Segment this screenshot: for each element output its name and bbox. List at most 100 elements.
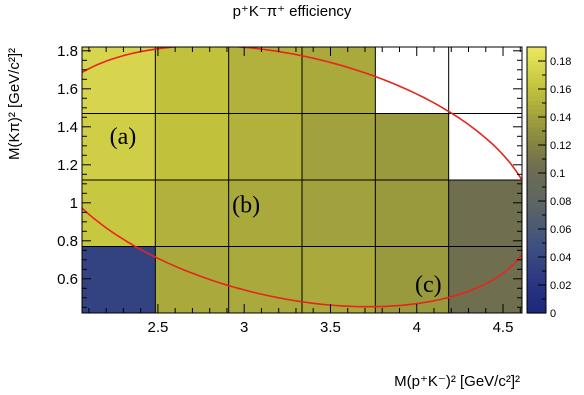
y-tick-label: 0.8 — [57, 233, 78, 250]
heatmap-cell — [155, 246, 229, 313]
heatmap-cell — [448, 180, 522, 247]
heatmap-cell — [155, 113, 229, 180]
colorbar-segment — [527, 122, 546, 128]
colorbar-segment — [527, 104, 546, 110]
colorbar-segment — [527, 51, 546, 57]
colorbar-segment — [527, 69, 546, 75]
heatmap-cell — [82, 246, 156, 313]
colorbar-segment — [527, 233, 546, 239]
colorbar-segment — [527, 308, 546, 314]
heatmap-cell — [82, 113, 156, 180]
y-tick-label: 0.6 — [57, 271, 78, 288]
heatmap-cell — [228, 113, 302, 180]
colorbar-segment — [527, 264, 546, 270]
colorbar-segment — [527, 95, 546, 101]
colorbar-segment — [527, 219, 546, 225]
colorbar-segment — [527, 109, 546, 115]
colorbar-segment — [527, 193, 546, 199]
colorbar-tick-label: 0.08 — [550, 196, 571, 208]
colorbar-segment — [527, 64, 546, 70]
y-tick-label: 1.4 — [57, 119, 78, 136]
colorbar-segment — [527, 202, 546, 208]
colorbar-segment — [527, 144, 546, 150]
colorbar-segment — [527, 268, 546, 274]
colorbar-segment — [527, 273, 546, 279]
colorbar-segment — [527, 237, 546, 243]
heatmap-cell — [155, 47, 229, 114]
chart-title: p⁺K⁻π⁺ efficiency — [233, 3, 352, 20]
boundary-curve — [82, 47, 522, 308]
colorbar-tick-label: 0.02 — [550, 280, 571, 292]
colorbar-segment — [527, 184, 546, 190]
heatmap-cell — [448, 246, 522, 313]
colorbar-segment — [527, 246, 546, 252]
heatmap-cell — [375, 113, 449, 180]
colorbar-tick-label: 0.16 — [550, 84, 571, 96]
colorbar-segment — [527, 60, 546, 66]
heatmap-cell — [302, 113, 376, 180]
colorbar-segment — [527, 171, 546, 177]
colorbar-segment — [527, 153, 546, 159]
heatmap-cell — [228, 47, 302, 114]
colorbar-tick-label: 0.1 — [550, 168, 565, 180]
colorbar-tick-label: 0 — [550, 308, 556, 320]
y-tick-label: 1.6 — [57, 81, 78, 98]
heatmap-cell — [155, 180, 229, 247]
colorbar-segment — [527, 162, 546, 168]
colorbar-segment — [527, 215, 546, 221]
colorbar-segment — [527, 197, 546, 203]
heatmap-cell — [82, 47, 156, 114]
y-tick-label: 1.8 — [57, 43, 78, 60]
colorbar-segment — [527, 47, 546, 53]
colorbar-segment — [527, 242, 546, 248]
heatmap-cell — [82, 180, 156, 247]
region-label: (b) — [232, 192, 260, 218]
tick-labels: 2.5 3 3.5 4 4.5 0.6 0.8 1 1.2 1.4 1.6 1.8 — [57, 43, 513, 336]
x-tick-label: 4 — [413, 319, 421, 336]
colorbar-segment — [527, 166, 546, 172]
region-label: (a) — [110, 124, 137, 150]
colorbar-segment — [527, 188, 546, 194]
colorbar-tick-label: 0.18 — [550, 56, 571, 68]
y-tick-label: 1.2 — [57, 157, 78, 174]
heatmap-cell — [302, 47, 376, 114]
annotations: (a) (b) (c) — [110, 124, 442, 298]
heatmap-cell — [228, 246, 302, 313]
colorbar-segment — [527, 286, 546, 292]
colorbar-segment — [527, 281, 546, 287]
colorbar-segment — [527, 126, 546, 132]
heatmap-cell — [228, 180, 302, 247]
axis-ticks — [82, 47, 522, 313]
colorbar-segment — [527, 157, 546, 163]
colorbar-segment — [527, 135, 546, 141]
colorbar: 0 0.02 0.04 0.06 0.08 0.1 0.12 0.14 0.16 0.18 — [526, 46, 571, 320]
colorbar-segment — [527, 175, 546, 181]
colorbar-segment — [527, 82, 546, 88]
colorbar-segment — [527, 78, 546, 84]
colorbar-segment — [527, 304, 546, 310]
colorbar-segment — [527, 299, 546, 305]
colorbar-tick-label: 0.04 — [550, 252, 571, 264]
colorbar-segment — [527, 206, 546, 212]
colorbar-segment — [527, 86, 546, 92]
colorbar-segment — [527, 290, 546, 296]
colorbar-tick-label: 0.14 — [550, 112, 571, 124]
colorbar-segment — [527, 100, 546, 106]
x-tick-label: 3 — [240, 319, 248, 336]
grid-lines — [82, 47, 522, 313]
colorbar-segment — [527, 140, 546, 146]
colorbar-segment — [527, 277, 546, 283]
colorbar-segment — [527, 250, 546, 256]
colorbar-segment — [527, 73, 546, 79]
colorbar-segment — [527, 117, 546, 123]
colorbar-segment — [527, 148, 546, 154]
colorbar-segment — [527, 255, 546, 261]
colorbar-segment — [527, 131, 546, 137]
heatmap-cell — [302, 180, 376, 247]
colorbar-segment — [527, 91, 546, 97]
x-axis-label: M(p⁺K⁻)² [GeV/c²]² — [394, 373, 520, 390]
heatmap-cell — [375, 180, 449, 247]
y-tick-label: 1 — [70, 195, 78, 212]
colorbar-segment — [527, 228, 546, 234]
